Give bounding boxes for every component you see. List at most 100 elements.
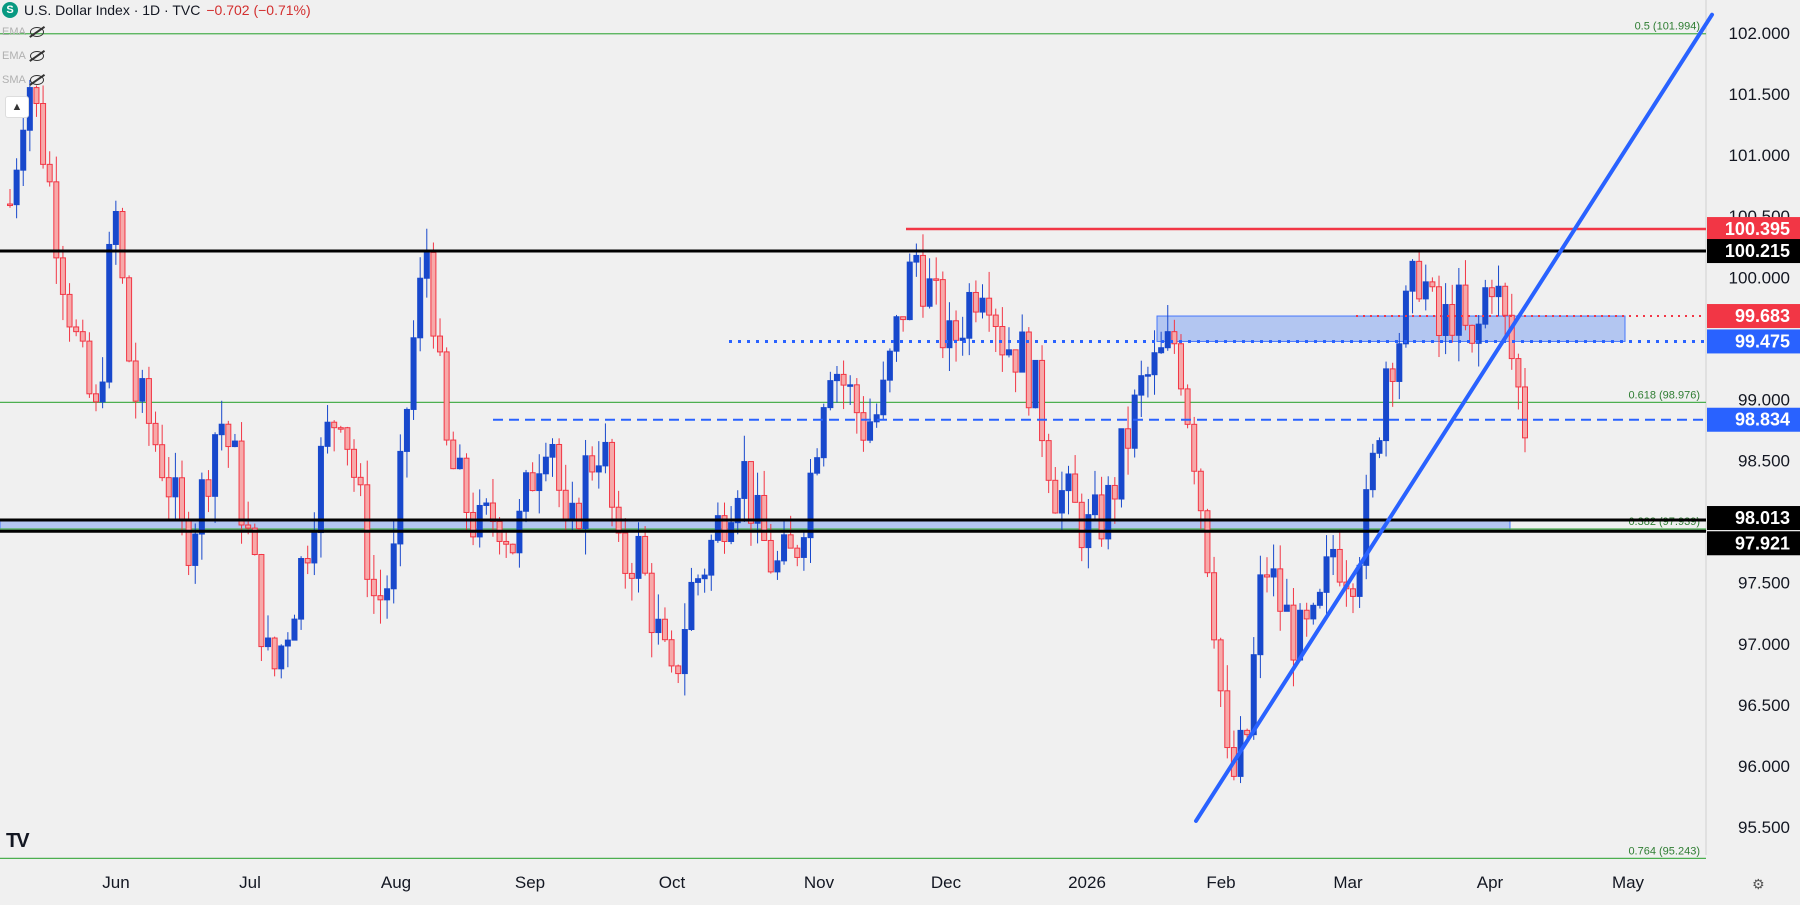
candle-body[interactable] xyxy=(1303,609,1310,620)
candle-body[interactable] xyxy=(417,277,424,339)
candle-body[interactable] xyxy=(549,443,556,458)
candle-body[interactable] xyxy=(714,515,721,541)
candle-body[interactable] xyxy=(1098,494,1105,540)
candle-body[interactable] xyxy=(265,637,272,648)
candle-body[interactable] xyxy=(172,477,179,498)
candle-body[interactable] xyxy=(179,477,186,521)
candle-body[interactable] xyxy=(708,539,715,576)
candle-body[interactable] xyxy=(575,502,582,530)
candle-body[interactable] xyxy=(351,448,358,478)
candle-body[interactable] xyxy=(847,384,854,387)
candle-body[interactable] xyxy=(1158,347,1165,354)
candle-body[interactable] xyxy=(939,279,946,349)
candle-body[interactable] xyxy=(1184,388,1191,425)
candle-body[interactable] xyxy=(1323,556,1330,593)
candle-body[interactable] xyxy=(589,455,596,473)
candle-body[interactable] xyxy=(1270,568,1277,578)
candle-body[interactable] xyxy=(754,494,761,524)
candle-body[interactable] xyxy=(1422,281,1429,300)
candle-body[interactable] xyxy=(986,297,993,316)
candle-body[interactable] xyxy=(331,421,338,429)
candle-body[interactable] xyxy=(1032,359,1039,409)
candle-body[interactable] xyxy=(688,581,695,631)
candle-body[interactable] xyxy=(853,384,860,414)
candle-body[interactable] xyxy=(926,278,933,307)
candle-body[interactable] xyxy=(1144,374,1151,377)
candle-body[interactable] xyxy=(278,645,285,670)
candle-body[interactable] xyxy=(212,434,219,497)
candle-body[interactable] xyxy=(33,87,40,105)
candle-body[interactable] xyxy=(794,547,801,558)
candle-body[interactable] xyxy=(1138,375,1145,396)
candle-body[interactable] xyxy=(1396,343,1403,382)
candle-body[interactable] xyxy=(185,519,192,566)
candle-body[interactable] xyxy=(271,637,278,670)
candle-body[interactable] xyxy=(304,558,311,564)
candle-body[interactable] xyxy=(1263,574,1270,578)
candle-body[interactable] xyxy=(403,408,410,452)
candle-body[interactable] xyxy=(344,427,351,450)
candle-body[interactable] xyxy=(602,441,609,467)
candle-body[interactable] xyxy=(291,618,298,641)
candle-body[interactable] xyxy=(1469,324,1476,344)
candle-body[interactable] xyxy=(622,532,629,574)
candle-body[interactable] xyxy=(681,629,688,675)
candle-body[interactable] xyxy=(1039,359,1046,442)
candle-body[interactable] xyxy=(7,203,13,207)
candle-body[interactable] xyxy=(1442,304,1449,336)
candle-body[interactable] xyxy=(1118,428,1125,500)
candle-body[interactable] xyxy=(384,588,391,601)
candle-body[interactable] xyxy=(648,572,655,634)
candle-body[interactable] xyxy=(1429,281,1436,288)
candle-body[interactable] xyxy=(582,455,589,530)
candle-body[interactable] xyxy=(906,261,913,321)
candle-body[interactable] xyxy=(1250,654,1257,736)
candle-body[interactable] xyxy=(933,278,940,281)
candle-body[interactable] xyxy=(1290,604,1297,661)
candle-body[interactable] xyxy=(225,423,232,448)
candle-body[interactable] xyxy=(1349,588,1356,597)
candle-body[interactable] xyxy=(205,479,212,497)
candle-body[interactable] xyxy=(900,316,907,321)
candle-body[interactable] xyxy=(139,378,146,402)
candle-body[interactable] xyxy=(1257,574,1264,656)
candle-body[interactable] xyxy=(1072,473,1079,503)
candle-body[interactable] xyxy=(1058,490,1065,514)
candle-body[interactable] xyxy=(165,477,172,498)
candle-body[interactable] xyxy=(979,297,986,313)
candle-body[interactable] xyxy=(218,423,225,436)
candle-body[interactable] xyxy=(867,421,874,441)
indicator-sma[interactable]: SMA xyxy=(2,74,44,86)
candle-body[interactable] xyxy=(880,379,887,416)
candle-body[interactable] xyxy=(886,350,893,381)
candle-body[interactable] xyxy=(701,574,708,580)
candle-body[interactable] xyxy=(1204,510,1211,574)
candle-body[interactable] xyxy=(747,461,754,524)
candle-body[interactable] xyxy=(972,291,979,313)
candle-body[interactable] xyxy=(827,380,834,409)
candle-body[interactable] xyxy=(655,618,662,634)
candle-body[interactable] xyxy=(73,326,80,333)
candle-body[interactable] xyxy=(59,257,66,295)
candle-body[interactable] xyxy=(437,335,444,353)
candle-body[interactable] xyxy=(668,639,675,667)
candle-body[interactable] xyxy=(1078,501,1085,549)
candle-body[interactable] xyxy=(1449,304,1456,336)
candle-body[interactable] xyxy=(1224,690,1231,749)
candle-body[interactable] xyxy=(820,407,827,459)
candle-body[interactable] xyxy=(1151,352,1158,376)
candle-body[interactable] xyxy=(99,381,106,403)
candle-body[interactable] xyxy=(959,337,966,341)
candle-body[interactable] xyxy=(483,502,490,506)
candle-body[interactable] xyxy=(1416,260,1423,300)
eye-hidden-icon[interactable] xyxy=(29,75,44,85)
candle-body[interactable] xyxy=(767,539,774,573)
candle-body[interactable] xyxy=(357,476,364,486)
candle-body[interactable] xyxy=(450,439,457,470)
candle-body[interactable] xyxy=(919,254,926,307)
candle-body[interactable] xyxy=(1277,568,1284,612)
candle-body[interactable] xyxy=(1105,484,1112,540)
candle-body[interactable] xyxy=(800,537,807,558)
candle-body[interactable] xyxy=(860,412,867,441)
